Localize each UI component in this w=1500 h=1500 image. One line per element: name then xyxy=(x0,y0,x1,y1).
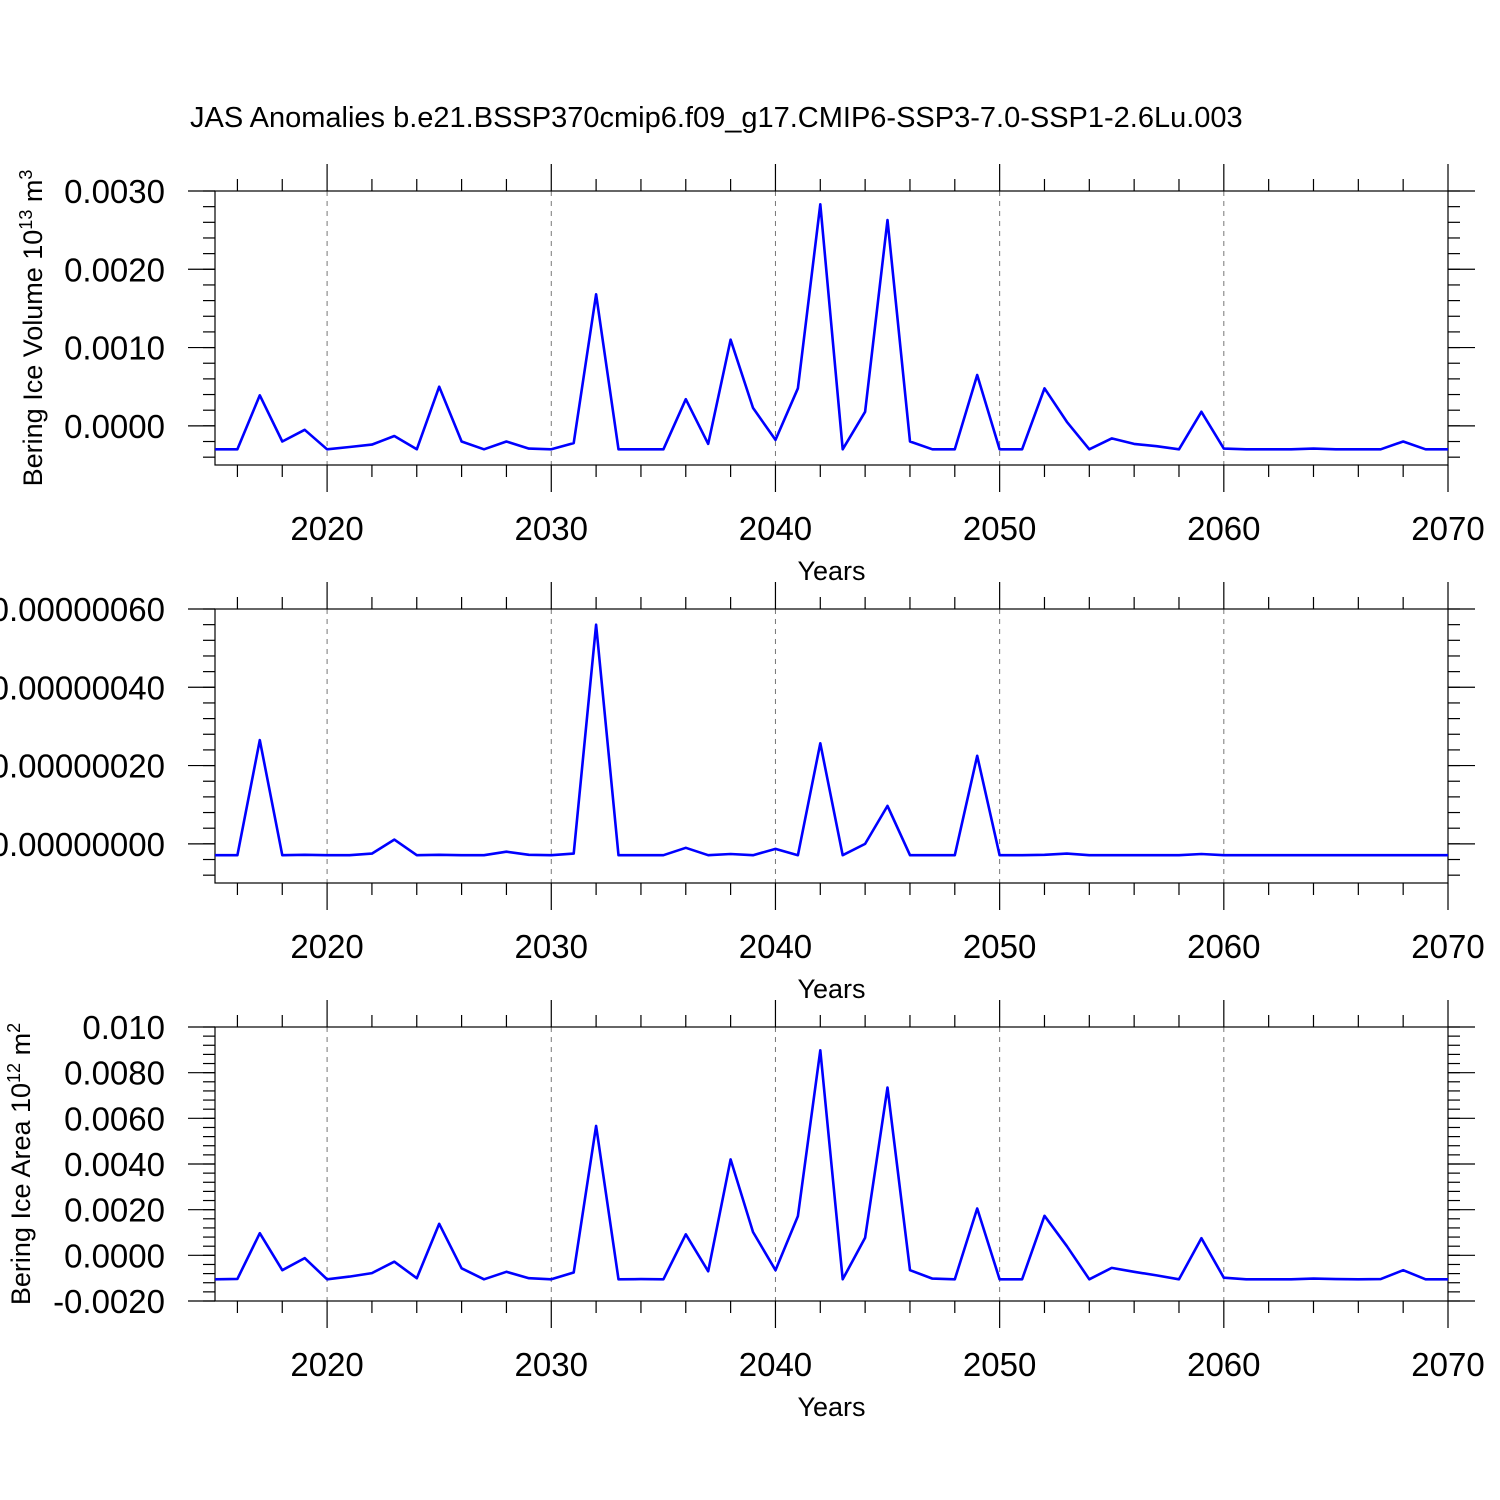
y-tick-label: 0.0030 xyxy=(64,173,165,210)
x-tick-label: 2050 xyxy=(963,928,1036,965)
plot-frame xyxy=(214,1026,1449,1302)
y-axis-label: Bering Ice Volume 1013 m3 xyxy=(16,170,48,487)
data-series-line xyxy=(215,203,1448,451)
x-axis-label: Years xyxy=(797,556,865,586)
x-tick-label: 2040 xyxy=(739,928,812,965)
y-tick-label: 0.0060 xyxy=(64,1100,165,1137)
x-tick-label: 2040 xyxy=(739,1346,812,1383)
y-tick-label: 0.0020 xyxy=(64,251,165,288)
panel-1: 2020 2030 2040 2050 2060 2070 0.0000 0.0010 0.00… xyxy=(16,164,1485,586)
y-tick-label: 0.00000020 xyxy=(0,748,165,785)
y-tick-label: 0.0020 xyxy=(64,1192,165,1229)
y-tick-label: 0.00000000 xyxy=(0,826,165,863)
panels: 2020 2030 2040 2050 2060 2070 0.0000 0.0010 0.00… xyxy=(0,164,1485,1422)
y-tick-label: 0.0010 xyxy=(64,330,165,367)
y-tick-label: -0.0020 xyxy=(53,1283,165,1320)
data-series-line xyxy=(215,623,1448,857)
x-tick-label: 2020 xyxy=(290,1346,363,1383)
x-tick-label: 2070 xyxy=(1411,928,1484,965)
panel-3: 2020 2030 2040 2050 2060 2070 -0.0020 0.0000 0.0… xyxy=(4,1000,1485,1422)
y-tick-label: 0.00000060 xyxy=(0,591,165,628)
chart-title: JAS Anomalies b.e21.BSSP370cmip6.f09_g17… xyxy=(190,102,1243,134)
x-tick-label: 2060 xyxy=(1187,510,1260,547)
panel-2: 2020 2030 2040 2050 2060 2070 0.00000000 0.0000… xyxy=(0,582,1485,1004)
plot-frame xyxy=(214,190,1449,466)
x-tick-label: 2020 xyxy=(290,928,363,965)
plot-frame xyxy=(214,608,1449,884)
x-tick-label: 2020 xyxy=(290,510,363,547)
x-tick-label: 2060 xyxy=(1187,1346,1260,1383)
x-tick-label: 2070 xyxy=(1411,1346,1484,1383)
x-tick-label: 2050 xyxy=(963,1346,1036,1383)
x-tick-label: 2060 xyxy=(1187,928,1260,965)
x-tick-label: 2030 xyxy=(515,510,588,547)
y-tick-label: 0.0040 xyxy=(64,1146,165,1183)
y-tick-label: 0.0080 xyxy=(64,1055,165,1092)
y-tick-label: 0.0000 xyxy=(64,408,165,445)
data-series-line xyxy=(214,1049,1448,1281)
y-axis-label: Bering Ice Area 1012 m2 xyxy=(4,1023,36,1305)
x-axis-label: Years xyxy=(797,1392,865,1422)
x-tick-label: 2050 xyxy=(963,510,1036,547)
y-tick-label: 0.00000040 xyxy=(0,669,165,706)
x-axis-label: Years xyxy=(797,974,865,1004)
y-tick-label: 0.0000 xyxy=(64,1237,165,1274)
x-tick-label: 2040 xyxy=(739,510,812,547)
y-tick-label: 0.010 xyxy=(82,1009,165,1046)
x-tick-label: 2070 xyxy=(1411,510,1484,547)
x-tick-label: 2030 xyxy=(515,1346,588,1383)
x-tick-label: 2030 xyxy=(515,928,588,965)
